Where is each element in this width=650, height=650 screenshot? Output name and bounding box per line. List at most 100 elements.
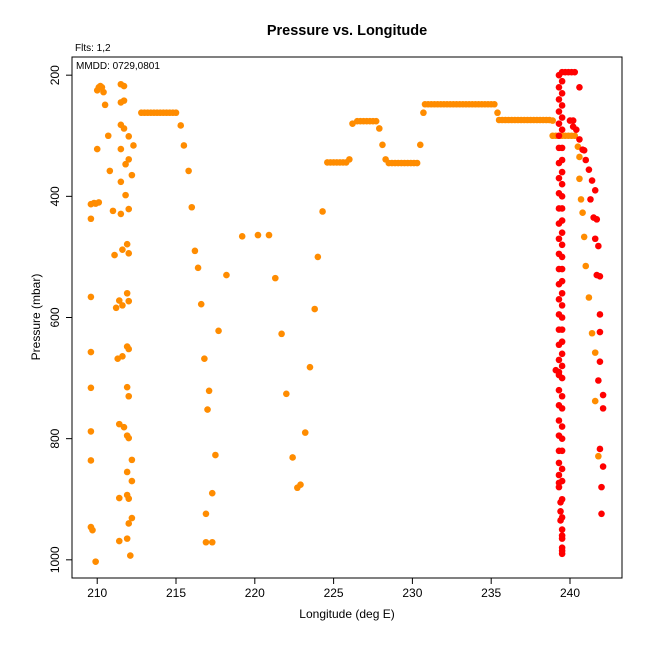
data-point-series-1	[117, 145, 125, 153]
data-point-series-1	[111, 251, 118, 259]
data-point-series-1	[577, 196, 585, 203]
data-point-series-2	[558, 302, 566, 309]
data-point-series-2	[558, 253, 566, 261]
data-point-series-1	[588, 329, 596, 337]
data-point-series-1	[238, 233, 246, 240]
x-axis-title: Longitude (deg E)	[299, 607, 394, 621]
data-point-series-2	[555, 174, 563, 182]
data-point-series-1	[180, 142, 188, 149]
data-point-series-1	[87, 348, 95, 356]
data-point-series-1	[188, 203, 196, 211]
data-point-series-1	[416, 141, 424, 149]
data-point-series-1	[123, 535, 131, 542]
data-point-series-2	[558, 126, 566, 133]
y-tick-label: 1000	[48, 546, 62, 573]
data-point-series-1	[202, 510, 210, 518]
data-point-series-1	[372, 117, 380, 125]
data-point-series-2	[591, 186, 599, 194]
data-point-series-2	[555, 96, 563, 103]
data-point-series-2	[555, 83, 563, 91]
x-tick-label: 220	[245, 586, 265, 600]
data-point-series-1	[100, 88, 107, 96]
data-point-series-1	[119, 352, 126, 360]
data-point-series-1	[125, 205, 133, 213]
data-point-series-2	[558, 265, 566, 273]
data-point-series-1	[123, 383, 131, 391]
data-point-series-2	[558, 338, 566, 346]
data-point-series-1	[115, 420, 123, 428]
data-point-series-2	[555, 386, 563, 394]
data-point-series-2	[557, 508, 564, 515]
data-point-series-1	[119, 246, 126, 253]
data-point-series-2	[599, 391, 607, 399]
data-point-series-1	[301, 429, 309, 436]
y-tick-label: 600	[48, 307, 62, 327]
data-point-series-1	[109, 207, 117, 215]
data-point-series-2	[580, 146, 588, 154]
data-point-series-2	[558, 362, 566, 370]
data-point-series-1	[185, 167, 192, 175]
data-point-series-2	[596, 328, 604, 336]
data-point-series-1	[95, 199, 103, 206]
data-point-series-1	[494, 109, 501, 117]
data-point-series-2	[558, 405, 566, 412]
data-point-series-2	[596, 273, 604, 280]
flights-annotation: Flts: 1,2	[75, 43, 111, 54]
data-point-series-1	[115, 537, 123, 545]
data-point-series-2	[576, 136, 583, 143]
data-point-series-1	[420, 109, 427, 117]
data-point-series-2	[595, 242, 602, 250]
data-point-series-1	[112, 304, 120, 312]
y-tick-label: 800	[48, 428, 62, 448]
data-point-series-2	[593, 216, 601, 223]
x-tick-label: 235	[481, 586, 501, 600]
data-point-series-1	[254, 231, 262, 239]
data-point-series-2	[558, 205, 566, 212]
data-point-series-2	[558, 423, 566, 430]
data-point-series-2	[558, 514, 566, 521]
data-point-series-1	[585, 294, 593, 301]
data-point-series-1	[314, 253, 322, 261]
data-point-series-2	[599, 463, 607, 470]
data-point-series-1	[101, 101, 109, 109]
data-point-series-1	[120, 82, 128, 90]
data-point-series-1	[87, 428, 95, 435]
data-point-series-2	[555, 235, 563, 243]
data-point-series-1	[120, 125, 128, 132]
x-tick-label: 215	[166, 586, 186, 600]
data-point-series-1	[346, 156, 353, 163]
data-point-series-1	[197, 300, 205, 308]
data-point-series-2	[588, 177, 596, 184]
y-tick-label: 200	[48, 65, 62, 85]
data-point-series-1	[93, 145, 101, 153]
data-point-series-2	[558, 193, 566, 200]
data-point-series-2	[587, 196, 594, 203]
data-point-series-2	[558, 144, 566, 152]
data-point-series-1	[128, 171, 136, 179]
data-point-series-1	[123, 289, 131, 297]
data-point-series-2	[558, 77, 566, 85]
data-point-series-1	[549, 117, 556, 124]
data-point-series-1	[130, 142, 137, 149]
x-tick-label: 230	[402, 586, 422, 600]
data-point-series-2	[596, 311, 604, 318]
data-point-series-1	[491, 100, 498, 108]
mmdd-annotation: MMDD: 0729,0801	[76, 61, 160, 72]
data-point-series-1	[125, 345, 133, 353]
data-point-series-1	[413, 159, 421, 167]
data-point-series-1	[125, 392, 133, 400]
data-point-series-1	[125, 297, 133, 305]
y-axis: 200 400 600 800 1000	[48, 65, 72, 573]
data-point-series-2	[558, 374, 566, 382]
data-point-series-1	[125, 495, 133, 502]
data-point-series-1	[571, 132, 579, 140]
data-point-series-1	[115, 297, 123, 304]
data-point-series-1	[89, 526, 96, 534]
x-tick-label: 225	[324, 586, 344, 600]
data-point-series-1	[92, 558, 99, 565]
data-point-series-2	[555, 132, 563, 140]
data-point-series-1	[576, 153, 583, 161]
data-point-series-1	[208, 538, 216, 546]
data-point-series-1	[591, 349, 599, 356]
